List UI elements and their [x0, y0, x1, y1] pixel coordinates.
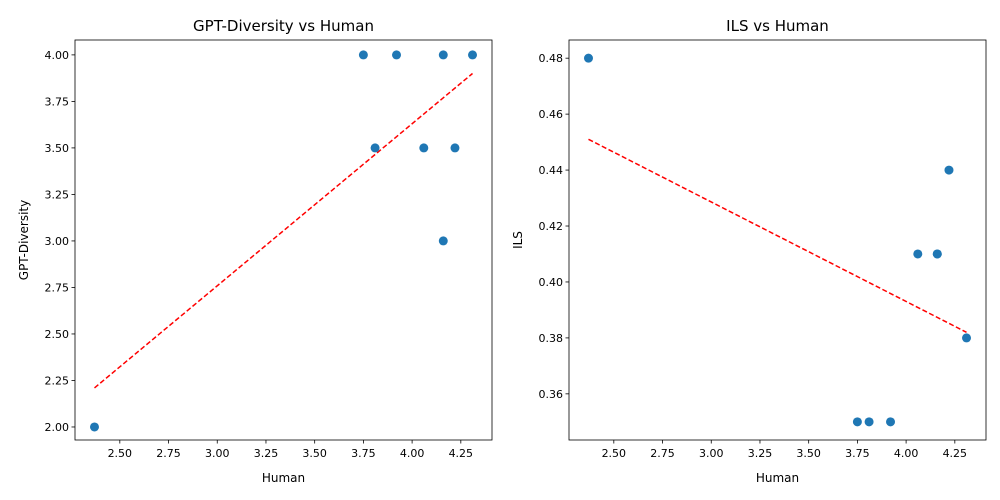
y-tick-label: 3.25 — [45, 188, 70, 201]
x-tick-label: 3.00 — [699, 447, 724, 460]
x-axis-label: Human — [756, 471, 799, 485]
x-tick-label: 3.75 — [845, 447, 870, 460]
chart-ils-vs-human: ILS vs Human Human ILS 2.50 2.75 3.00 3.25 3… — [511, 17, 987, 485]
data-point — [886, 417, 896, 427]
trend-line — [588, 138, 967, 333]
x-axis-label: Human — [262, 471, 305, 485]
x-tick-label: 4.00 — [894, 447, 919, 460]
y-tick-label: 0.38 — [539, 332, 564, 345]
x-tick-label: 2.75 — [650, 447, 675, 460]
y-tick-label: 3.00 — [45, 235, 70, 248]
data-point — [864, 417, 874, 427]
y-tick-label: 2.00 — [45, 421, 70, 434]
plot-frame — [74, 39, 493, 441]
data-point — [852, 417, 862, 427]
data-point — [944, 165, 954, 175]
x-tick-label: 3.50 — [302, 447, 327, 460]
y-tick-label: 2.50 — [45, 328, 70, 341]
x-tick-label: 2.50 — [602, 447, 627, 460]
data-point — [419, 143, 429, 153]
data-point — [962, 333, 972, 343]
x-tick-label: 4.25 — [943, 447, 968, 460]
x-tick-label: 2.50 — [108, 447, 133, 460]
x-tick-label: 3.25 — [254, 447, 279, 460]
x-tick-label: 4.00 — [400, 447, 425, 460]
data-point — [450, 143, 460, 153]
y-tick-label: 3.50 — [45, 142, 70, 155]
data-point — [89, 422, 99, 432]
chart-title: GPT-Diversity vs Human — [193, 17, 374, 35]
data-point — [932, 249, 942, 259]
y-tick-label: 0.46 — [539, 108, 564, 121]
y-tick-label: 0.40 — [539, 276, 564, 289]
data-point — [358, 50, 368, 60]
y-axis-label: ILS — [511, 231, 525, 249]
data-point — [583, 53, 593, 63]
chart-title: ILS vs Human — [726, 17, 829, 35]
data-point — [370, 143, 380, 153]
y-axis-label: GPT-Diversity — [17, 200, 31, 280]
x-tick-label: 3.00 — [205, 447, 230, 460]
data-point — [438, 50, 448, 60]
x-tick-label: 2.75 — [156, 447, 181, 460]
y-tick-label: 0.48 — [539, 52, 564, 65]
y-tick-label: 2.25 — [45, 374, 70, 387]
chart-gpt-diversity-vs-human: GPT-Diversity vs Human Human GPT-Diversi… — [17, 17, 493, 485]
data-point — [392, 50, 402, 60]
x-tick-label: 3.75 — [351, 447, 376, 460]
data-point — [468, 50, 478, 60]
y-tick-label: 3.75 — [45, 95, 70, 108]
data-point — [438, 236, 448, 246]
y-tick-label: 0.36 — [539, 388, 564, 401]
trend-line — [94, 72, 473, 389]
x-tick-label: 4.25 — [449, 447, 474, 460]
plot-frame — [568, 39, 987, 441]
data-point — [913, 249, 923, 259]
y-tick-label: 0.42 — [539, 220, 564, 233]
y-tick-label: 4.00 — [45, 49, 70, 62]
x-tick-label: 3.25 — [748, 447, 773, 460]
y-tick-label: 2.75 — [45, 281, 70, 294]
y-tick-label: 0.44 — [539, 164, 564, 177]
x-tick-label: 3.50 — [796, 447, 821, 460]
